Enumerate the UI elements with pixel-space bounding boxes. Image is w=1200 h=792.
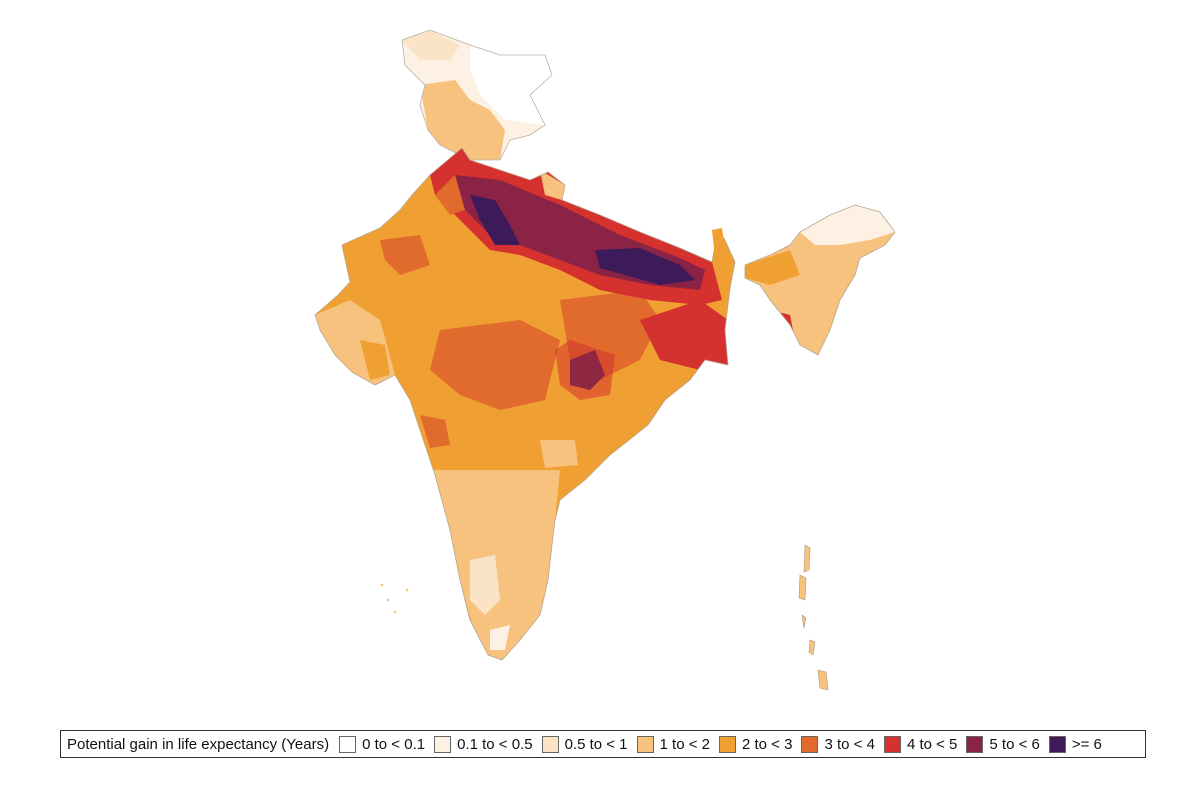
legend-label: 1 to < 2 <box>659 735 710 753</box>
lakshadweep-islands <box>380 583 409 614</box>
legend-label: 2 to < 3 <box>742 735 793 753</box>
andaman-nicobar-islands <box>798 544 829 691</box>
northeast-region <box>745 205 895 355</box>
legend-title: Potential gain in life expectancy (Years… <box>67 735 330 753</box>
legend-label: 0.1 to < 0.5 <box>457 735 533 753</box>
legend-swatch <box>719 735 736 753</box>
legend-label: >= 6 <box>1071 735 1102 753</box>
legend-swatch <box>1048 735 1066 753</box>
mainland-region <box>315 148 735 660</box>
legend-swatch <box>434 735 452 753</box>
legend: Potential gain in life expectancy (Years… <box>60 730 1146 758</box>
legend-item: 5 to < 6 <box>966 735 1040 753</box>
legend-item: >= 6 <box>1048 735 1102 753</box>
legend-label: 5 to < 6 <box>989 735 1040 753</box>
legend-swatch <box>541 735 559 753</box>
legend-label: 0 to < 0.1 <box>362 735 426 753</box>
legend-item: 0.5 to < 1 <box>541 735 628 753</box>
legend-item: 3 to < 4 <box>801 735 875 753</box>
north-region <box>402 30 552 160</box>
sikkim-area <box>712 228 726 258</box>
legend-swatch <box>883 735 901 753</box>
legend-label: 0.5 to < 1 <box>564 735 628 753</box>
legend-swatch <box>636 735 654 753</box>
legend-swatch <box>966 735 984 753</box>
legend-item: 0.1 to < 0.5 <box>434 735 533 753</box>
legend-item: 1 to < 2 <box>636 735 710 753</box>
legend-item: 2 to < 3 <box>719 735 793 753</box>
legend-swatch <box>339 735 357 753</box>
legend-label: 4 to < 5 <box>906 735 958 753</box>
legend-swatch <box>801 735 819 753</box>
legend-items: 0 to < 0.1 0.1 to < 0.5 0.5 to < 1 1 to < 2… <box>339 735 1111 753</box>
legend-item: 0 to < 0.1 <box>339 735 426 753</box>
legend-label: 3 to < 4 <box>824 735 875 753</box>
legend-item: 4 to < 5 <box>883 735 958 753</box>
